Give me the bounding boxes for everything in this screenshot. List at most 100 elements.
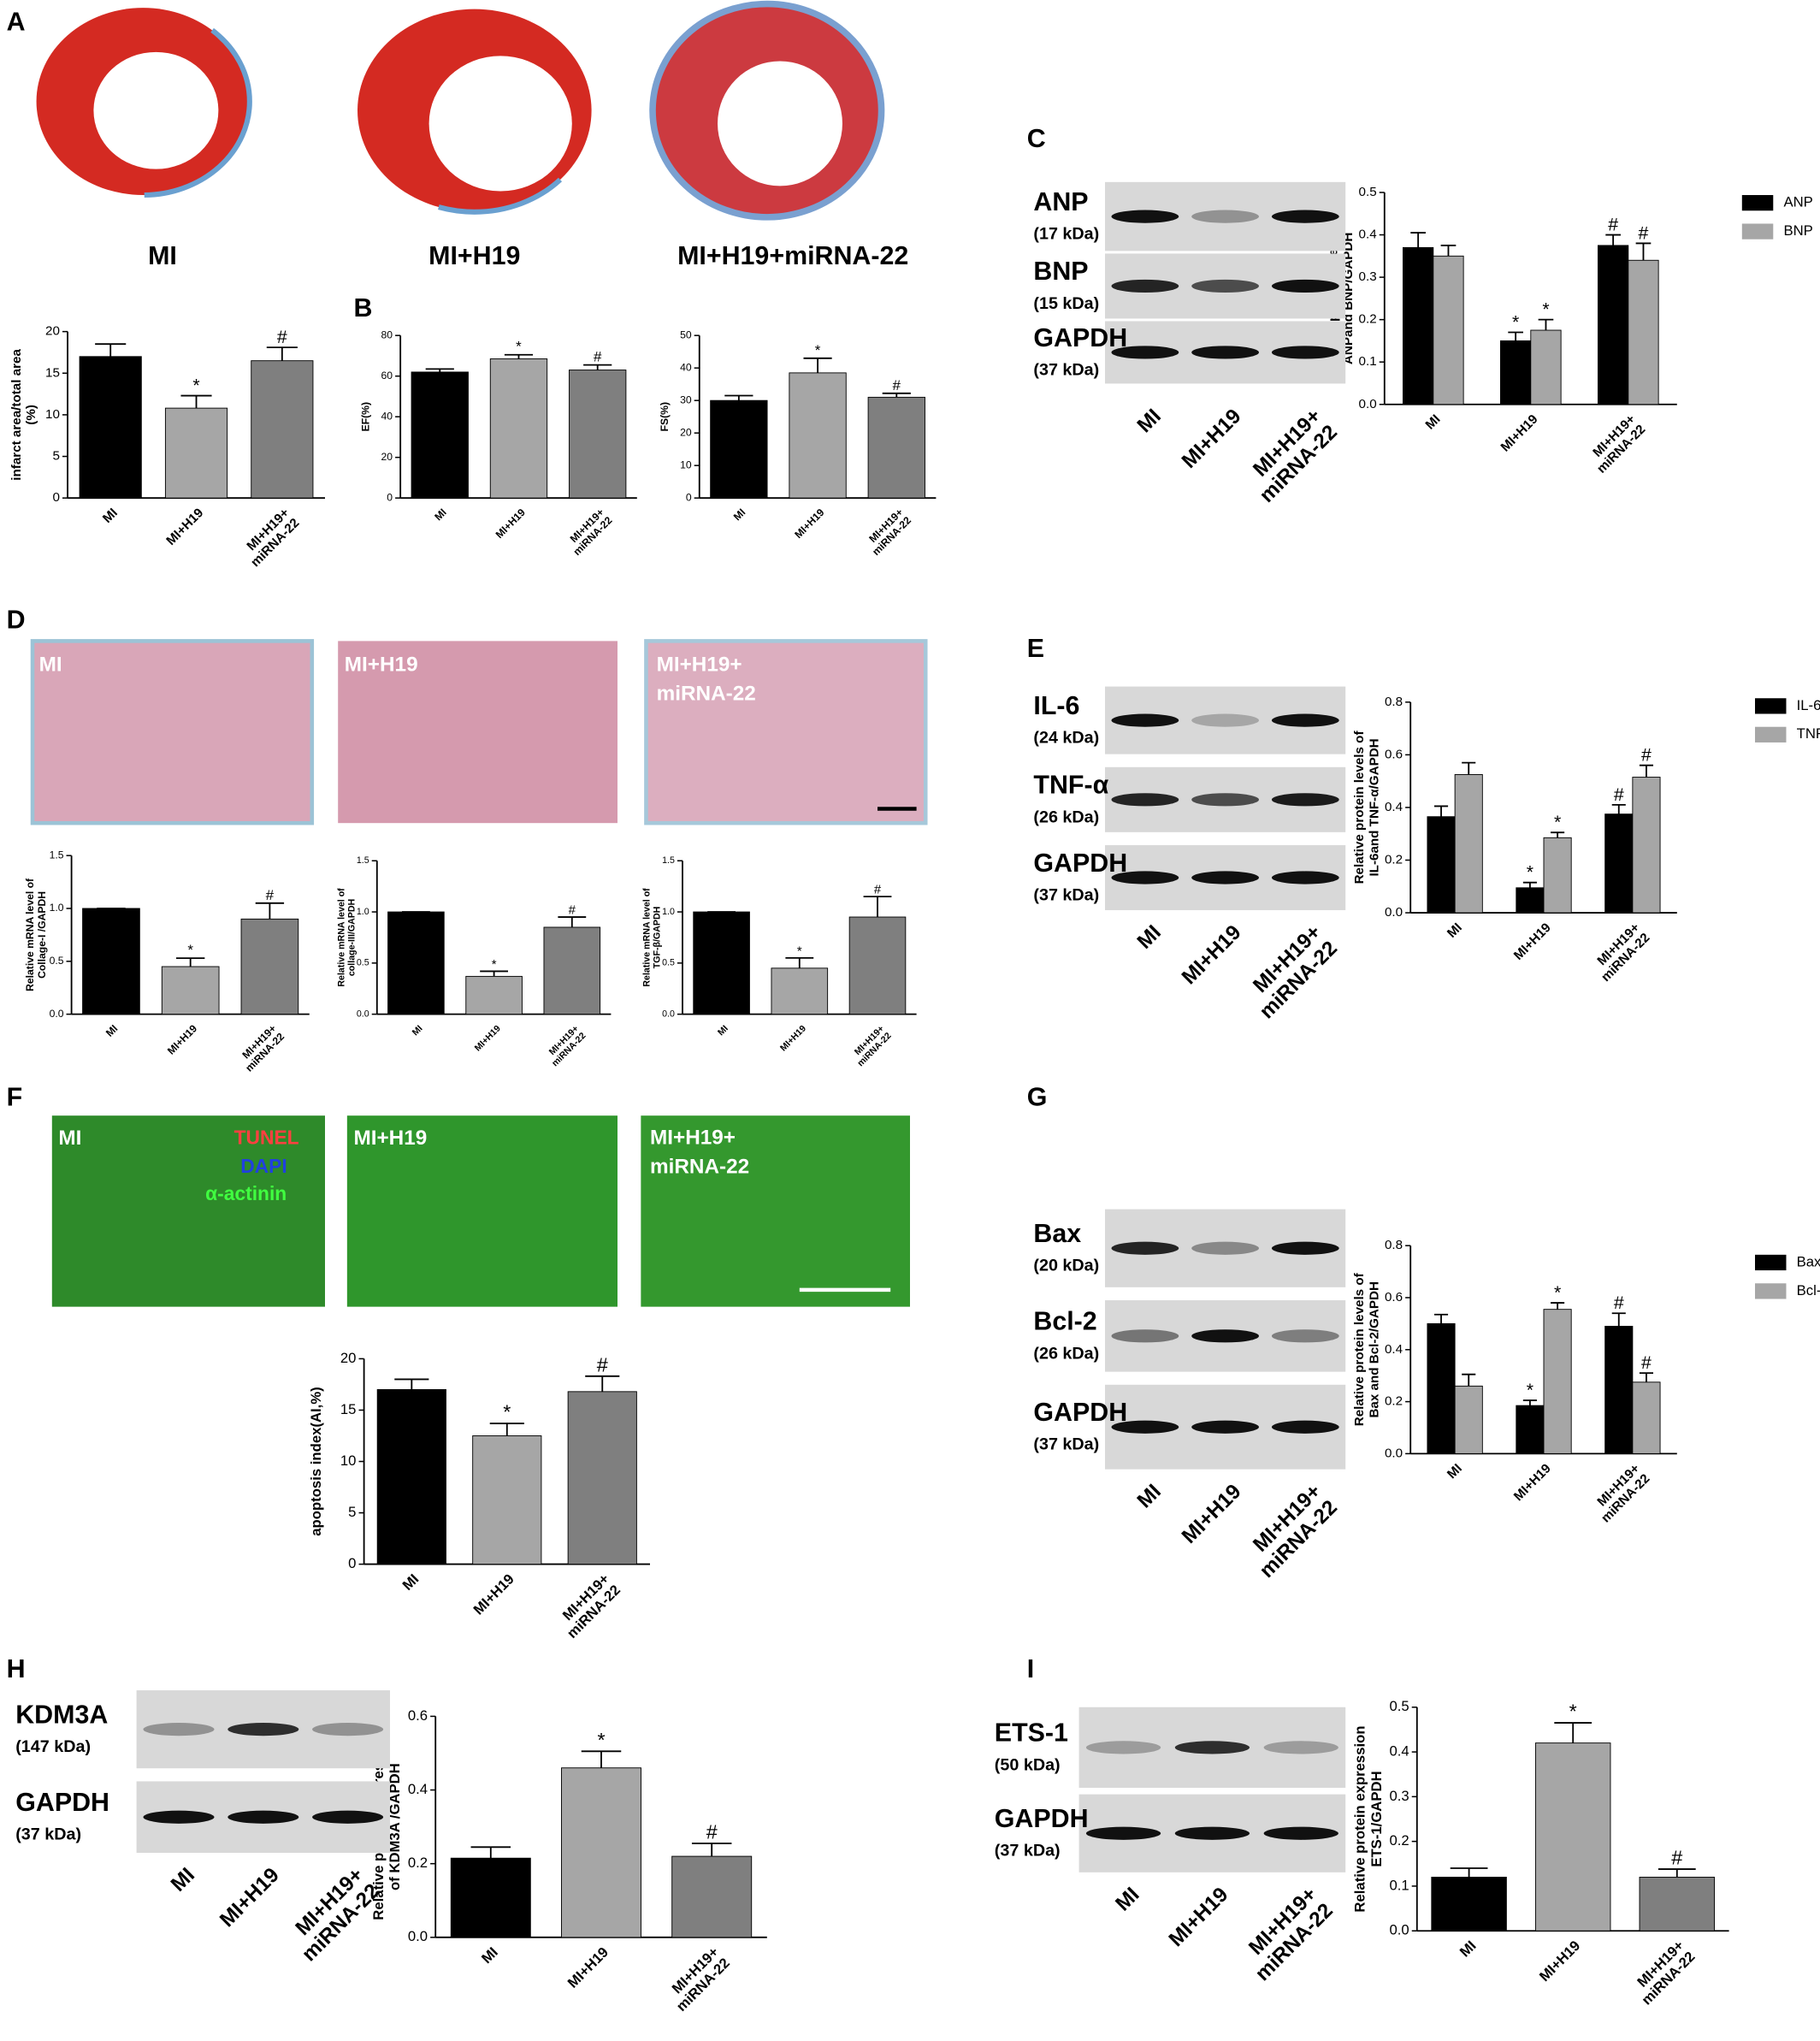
blot-band bbox=[1263, 1826, 1338, 1840]
error-bar bbox=[1611, 803, 1626, 814]
x-tick-label: MI+H19+miRNA-22 bbox=[862, 506, 914, 559]
bar bbox=[1534, 1742, 1611, 1932]
significance-marker: # bbox=[597, 1353, 608, 1375]
bar bbox=[771, 967, 829, 1015]
blot-band bbox=[1191, 1329, 1259, 1343]
bar bbox=[1427, 1322, 1456, 1454]
y-tick-label: 0.5 bbox=[662, 958, 675, 968]
blot-band bbox=[1111, 713, 1179, 727]
x-tick-label: MI bbox=[100, 506, 121, 526]
bar bbox=[82, 908, 140, 1015]
blot-band bbox=[1191, 346, 1259, 359]
x-tick-label: MI bbox=[432, 506, 448, 523]
y-tick-label: 0.0 bbox=[408, 1928, 428, 1944]
y-tick-label: 0.0 bbox=[357, 1009, 369, 1019]
blot-band bbox=[1085, 1826, 1161, 1840]
x-tick-label: MI+H19 bbox=[1498, 412, 1541, 455]
significance-marker: * bbox=[1527, 862, 1533, 883]
x-tick-label: MI+H19+miRNA-22 bbox=[552, 1571, 623, 1642]
error-bar bbox=[1635, 242, 1652, 261]
y-axis-label: Relative protein levels ofBax and Bcl-2/… bbox=[1352, 1272, 1381, 1426]
x-tick-label: MI+H19 bbox=[473, 1023, 503, 1053]
bar bbox=[671, 1855, 753, 1938]
y-tick-label: 1.5 bbox=[50, 849, 64, 861]
x-tick-label: MI+H19 bbox=[163, 506, 206, 548]
blot-protein: BNP bbox=[1033, 257, 1088, 286]
blot-size: (37 kDa) bbox=[1033, 886, 1099, 905]
x-tick-label: MI+H19+miRNA-22 bbox=[1584, 412, 1648, 476]
bar bbox=[710, 399, 768, 499]
y-tick-label: 0.0 bbox=[1385, 905, 1403, 920]
significance-marker: # bbox=[1641, 745, 1652, 766]
x-tick-label: MI bbox=[731, 506, 748, 523]
legend-label: Bcl-2 bbox=[1797, 1282, 1820, 1299]
bar bbox=[1639, 1877, 1716, 1932]
bar bbox=[567, 1391, 637, 1565]
legend-label: IL-6 bbox=[1797, 697, 1820, 713]
significance-marker: # bbox=[1671, 1847, 1682, 1869]
y-tick-label: 0.8 bbox=[1385, 1238, 1403, 1252]
lumen bbox=[718, 61, 842, 186]
bar bbox=[450, 1857, 531, 1938]
y-axis-label: FS(%) bbox=[659, 402, 671, 431]
blot-band bbox=[1271, 346, 1339, 359]
blot-band bbox=[1111, 1329, 1179, 1343]
error-bar bbox=[394, 1378, 429, 1390]
bar bbox=[1427, 816, 1456, 914]
lane-label: MI+H19 bbox=[1165, 1883, 1233, 1951]
blot-size: (50 kDa) bbox=[995, 1755, 1061, 1774]
error-bar bbox=[480, 970, 509, 977]
y-tick-label: 50 bbox=[680, 328, 692, 340]
lane-label: MI bbox=[1111, 1883, 1143, 1915]
significance-marker: # bbox=[1608, 215, 1618, 235]
error-bar bbox=[585, 1375, 620, 1392]
lumen bbox=[93, 51, 219, 169]
error-bar bbox=[581, 1750, 622, 1768]
x-tick-label: MI+H19+miRNA-22 bbox=[662, 1943, 733, 2014]
image-label: MI+H19+miRNA-22 bbox=[650, 1127, 749, 1179]
histology-images bbox=[30, 639, 928, 825]
blot-size: (15 kDa) bbox=[1033, 294, 1099, 313]
blot-protein: Bax bbox=[1033, 1219, 1081, 1248]
image-label: MI+H19+miRNA-22 bbox=[677, 241, 908, 270]
y-tick-label: 0.4 bbox=[1359, 228, 1377, 242]
fluorescence-image bbox=[346, 1115, 618, 1307]
y-tick-label: 0.2 bbox=[1359, 312, 1377, 327]
histology-image bbox=[644, 639, 928, 825]
significance-marker: # bbox=[893, 377, 901, 393]
blot-size: (37 kDa) bbox=[1033, 360, 1099, 379]
y-tick-label: 0.5 bbox=[357, 958, 369, 968]
legend-label: Bax bbox=[1797, 1253, 1820, 1269]
y-tick-label: 1.5 bbox=[357, 855, 369, 866]
significance-marker: # bbox=[266, 887, 275, 903]
bar bbox=[251, 360, 314, 499]
y-tick-label: 10 bbox=[340, 1452, 357, 1469]
bar bbox=[1516, 887, 1545, 914]
x-tick-label: MI+H19 bbox=[778, 1023, 808, 1053]
error-bar bbox=[882, 392, 911, 398]
lane-label: MI+H19 bbox=[1178, 921, 1246, 990]
y-tick-label: 5 bbox=[348, 1504, 356, 1520]
blot-size: (37 kDa) bbox=[995, 1842, 1061, 1861]
blot-band bbox=[1111, 1420, 1179, 1434]
error-bar bbox=[803, 357, 832, 373]
blot-protein: GAPDH bbox=[995, 1804, 1089, 1833]
blot-band bbox=[312, 1810, 384, 1824]
x-tick-label: MI+H19 bbox=[493, 506, 528, 541]
panel-label: E bbox=[1027, 634, 1044, 663]
bar bbox=[1403, 246, 1434, 405]
legend-swatch bbox=[1755, 726, 1787, 742]
x-tick-label: MI bbox=[1423, 412, 1444, 433]
legend-label: TNF-α bbox=[1797, 725, 1820, 742]
error-bar bbox=[175, 957, 205, 967]
panel-label: G bbox=[1027, 1082, 1048, 1111]
lane-label: MI+H19+miRNA-22 bbox=[1239, 1480, 1342, 1583]
x-tick-label: MI+H19 bbox=[470, 1571, 517, 1618]
y-axis-label: apoptosis index(AI,%) bbox=[308, 1387, 324, 1535]
legend-swatch bbox=[1741, 223, 1774, 240]
legend-swatch bbox=[1755, 698, 1787, 714]
error-bar bbox=[1538, 318, 1554, 331]
x-tick-label: MI+H19+miRNA-22 bbox=[1588, 1461, 1652, 1525]
panel-label: H bbox=[7, 1654, 26, 1683]
